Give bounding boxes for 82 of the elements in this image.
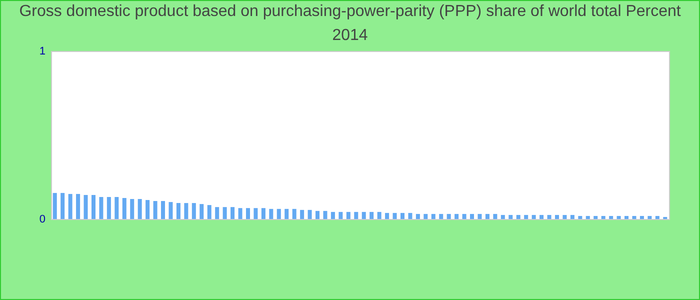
bar (192, 203, 196, 219)
y-tick-label: 1 (39, 46, 46, 58)
bar (161, 201, 166, 219)
bar (246, 208, 250, 219)
bar (493, 214, 498, 219)
bar (424, 214, 428, 219)
bar (478, 214, 482, 219)
bar (200, 204, 204, 219)
bar (276, 208, 281, 219)
bar (261, 208, 266, 219)
bar (153, 201, 158, 219)
bar (330, 212, 335, 219)
bar (640, 216, 644, 219)
bar (601, 216, 606, 219)
bar (570, 214, 574, 219)
bar (168, 202, 173, 219)
bar (431, 214, 436, 219)
bar (284, 208, 289, 219)
bar (130, 199, 134, 219)
bar (346, 212, 350, 219)
bar (547, 214, 552, 219)
bar (176, 203, 180, 219)
bar (562, 214, 567, 219)
bar (516, 214, 520, 219)
bar (609, 216, 614, 219)
bar (122, 198, 126, 219)
bar (84, 194, 88, 219)
bar (524, 214, 528, 219)
bar (385, 212, 390, 219)
bar (106, 196, 111, 219)
bar (138, 199, 142, 219)
bar (392, 212, 397, 219)
bar (308, 210, 312, 219)
bar (632, 216, 636, 219)
bar (554, 214, 559, 219)
bar (184, 203, 188, 219)
bar (400, 212, 404, 219)
bar (146, 200, 150, 219)
bar (91, 194, 96, 219)
bar (300, 210, 304, 219)
bar (616, 216, 621, 219)
bar (52, 192, 57, 219)
y-tick-label: 0 (39, 214, 46, 226)
bar (508, 214, 513, 219)
bar (76, 194, 80, 219)
bar (648, 216, 652, 219)
bar (408, 212, 412, 219)
bar (68, 194, 72, 219)
bar (446, 214, 451, 219)
bar (462, 214, 466, 219)
bar (114, 196, 119, 219)
bar (370, 212, 374, 219)
bar (230, 207, 235, 219)
bar (416, 214, 420, 219)
bar (323, 210, 328, 219)
bar (254, 208, 258, 219)
bar (238, 208, 242, 219)
bar (500, 214, 505, 219)
bar (624, 216, 629, 219)
bar (207, 205, 212, 219)
bar (532, 214, 536, 219)
bar (316, 210, 320, 219)
bar (594, 216, 598, 219)
bar (269, 208, 274, 219)
bar (354, 212, 358, 219)
bar (470, 214, 474, 219)
bar (454, 214, 459, 219)
bar (485, 214, 490, 219)
bar (222, 207, 227, 219)
bar (99, 196, 104, 219)
bar (578, 216, 582, 219)
bar (439, 214, 444, 219)
bar (540, 214, 544, 219)
bar (215, 207, 220, 219)
bar (338, 212, 343, 219)
bar (362, 212, 366, 219)
chart-title: Gross domestic product based on purchasing-power-parity (PPP) share of world total Percent 2014 (19, 3, 682, 44)
bar (377, 212, 382, 219)
bar (586, 216, 590, 219)
bar (60, 192, 65, 219)
bar (655, 216, 660, 219)
bar (292, 208, 296, 219)
